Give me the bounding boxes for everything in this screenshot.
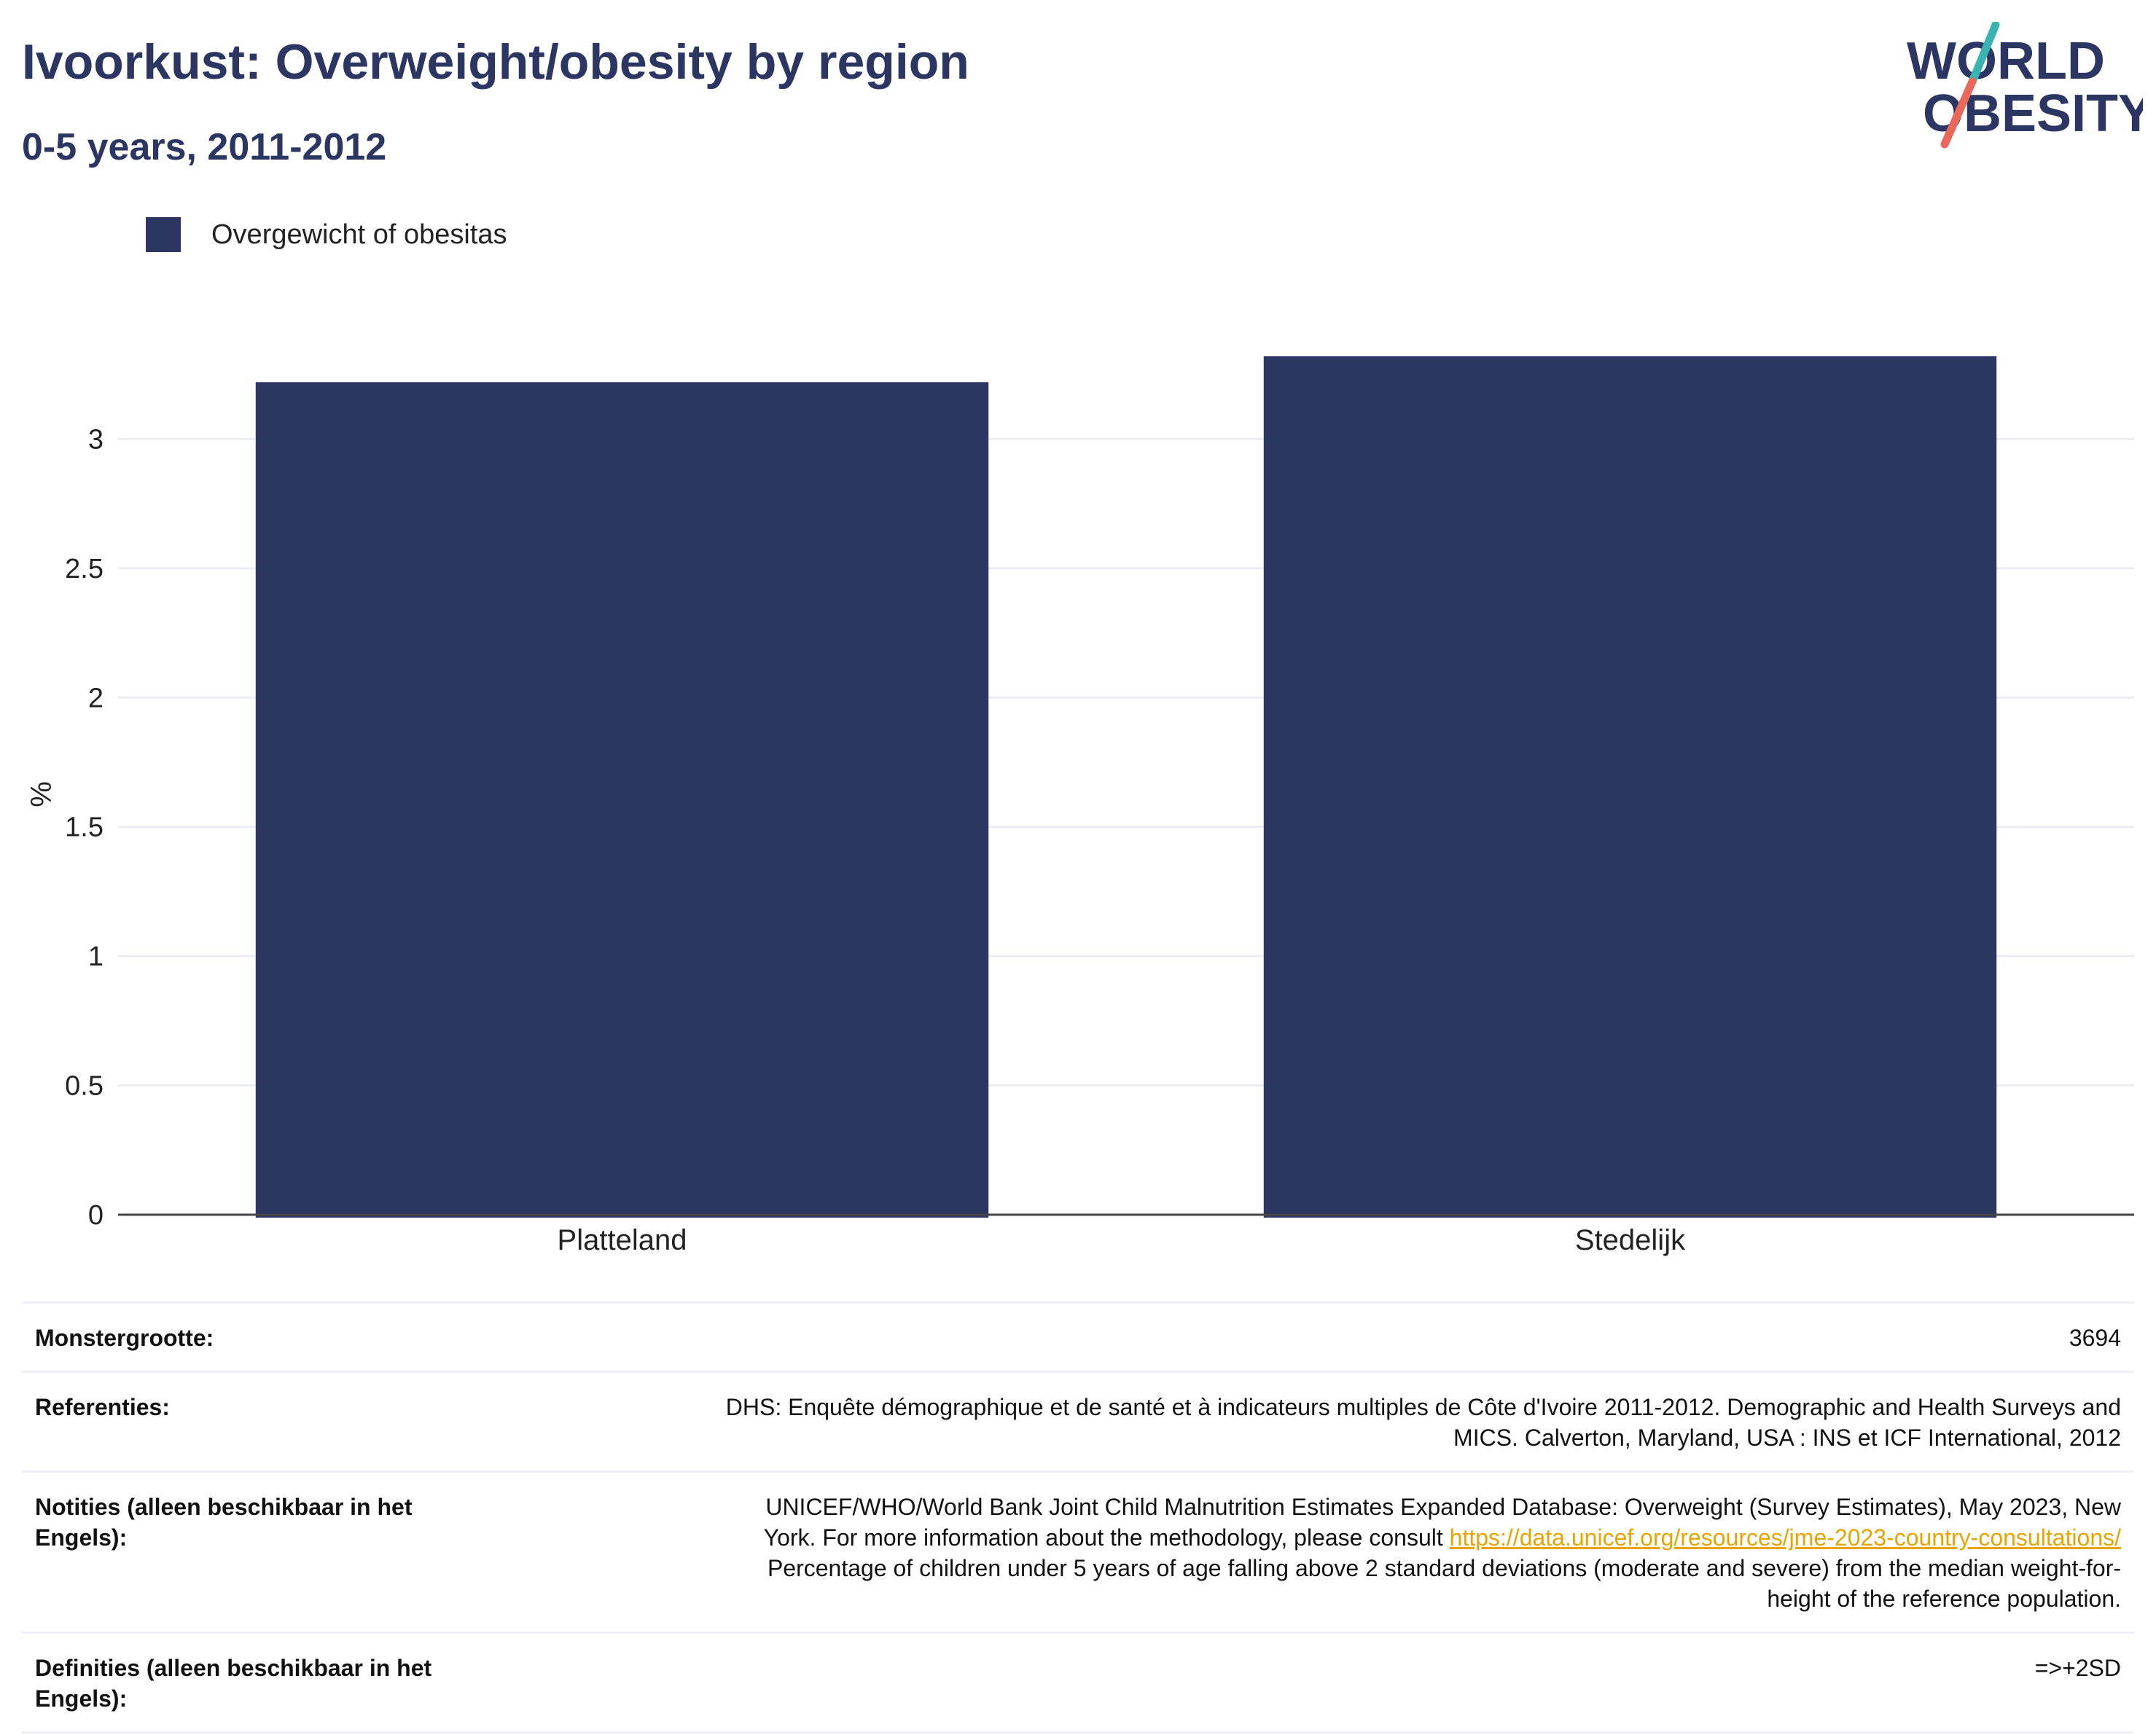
notes-label: Notities (alleen beschikbaar in het Enge… <box>22 1470 515 1633</box>
y-tick-label: 1.5 <box>65 812 103 843</box>
y-tick-label: 0.5 <box>65 1071 103 1102</box>
logo-slash-coral <box>1940 77 1977 149</box>
notes-value: UNICEF/WHO/World Bank Joint Child Malnut… <box>515 1470 2134 1633</box>
bar-platteland[interactable] <box>255 382 989 1218</box>
y-axis-label: % <box>26 781 58 807</box>
legend-swatch <box>146 217 181 252</box>
bars <box>255 356 1997 1218</box>
bar-stedelijk[interactable] <box>1263 356 1997 1218</box>
x-tick-label: Stedelijk <box>1575 1224 1686 1256</box>
bar-chart: 0 0.5 1 1.5 2 2.5 3 Platteland Stedelijk % <box>26 356 2134 1256</box>
info-table: Monstergrootte: 3694 Referenties: DHS: E… <box>22 1301 2134 1734</box>
definitions-label: Definities (alleen beschikbaar in het En… <box>22 1632 515 1734</box>
notes-row: Notities (alleen beschikbaar in het Enge… <box>22 1470 2134 1633</box>
notes-line-2-prefix: York. For more information about the met… <box>763 1524 1450 1551</box>
y-tick-label: 3 <box>88 424 103 455</box>
references-line-2: MICS. Calverton, Maryland, USA : INS et … <box>1453 1425 2121 1451</box>
world-obesity-logo: WORLD OBESITY <box>1907 22 2143 149</box>
logo-slash-teal <box>1968 22 2000 86</box>
references-row: Referenties: DHS: Enquête démographique … <box>22 1371 2134 1472</box>
chart-subtitle: 0-5 years, 2011-2012 <box>22 126 387 168</box>
definitions-row: Definities (alleen beschikbaar in het En… <box>22 1632 2134 1734</box>
y-tick-label: 2.5 <box>65 554 103 584</box>
chart-title: Ivoorkust: Overweight/obesity by region <box>22 34 969 90</box>
x-tick-label: Platteland <box>558 1224 687 1256</box>
definitions-value: =>+2SD <box>515 1632 2134 1734</box>
sample-size-label: Monstergrootte: <box>22 1301 515 1372</box>
methodology-link[interactable]: https://data.unicef.org/resources/jme-20… <box>1449 1524 2121 1551</box>
references-value: DHS: Enquête démographique et de santé e… <box>515 1371 2134 1472</box>
x-tick-labels: Platteland Stedelijk <box>558 1224 1687 1256</box>
sample-size-row: Monstergrootte: 3694 <box>22 1301 2134 1372</box>
logo-word-world: WORLD <box>1907 32 2105 90</box>
notes-line-3: Percentage of children under 5 years of … <box>767 1555 2121 1581</box>
y-tick-label: 2 <box>88 683 103 713</box>
notes-line-4: height of the reference population. <box>1767 1586 2121 1612</box>
references-line-1: DHS: Enquête démographique et de santé e… <box>725 1394 2121 1420</box>
y-tick-label: 1 <box>88 941 103 972</box>
y-tick-labels: 0 0.5 1 1.5 2 2.5 3 <box>65 424 103 1231</box>
legend-label: Overgewicht of obesitas <box>211 219 507 250</box>
y-tick-label: 0 <box>88 1200 103 1231</box>
notes-line-1: UNICEF/WHO/World Bank Joint Child Malnut… <box>765 1494 2121 1520</box>
sample-size-value: 3694 <box>515 1301 2134 1372</box>
references-label: Referenties: <box>22 1371 515 1472</box>
legend[interactable]: Overgewicht of obesitas <box>146 217 507 252</box>
